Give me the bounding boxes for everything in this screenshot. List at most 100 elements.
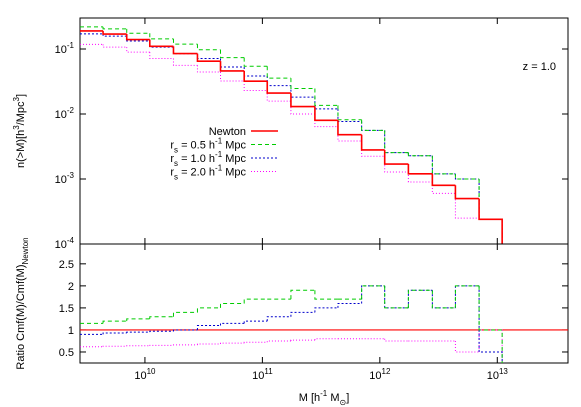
step-segment [431, 181, 456, 194]
text-part: Mpc [222, 140, 246, 152]
step-segment [172, 47, 198, 55]
step-segment [149, 52, 174, 59]
step-segment [454, 173, 480, 180]
text-part: -3 [67, 171, 75, 180]
step-segment [454, 185, 480, 200]
text-part: 13 [499, 367, 508, 376]
text-part: Mpc [222, 167, 246, 179]
y-tick-label: 2.5 [59, 259, 74, 271]
step-segment [431, 155, 456, 175]
step-segment [361, 285, 385, 300]
text-part: s [174, 146, 178, 155]
text-part: 10 [147, 367, 156, 376]
step-segment [172, 311, 198, 317]
text-part: /Mpc [15, 101, 27, 125]
step-segment [220, 342, 245, 345]
step-segment [290, 78, 315, 89]
step-segment [478, 198, 503, 244]
step-segment [431, 290, 456, 309]
text-part: -1 [320, 389, 328, 398]
text-part: 10 [55, 109, 67, 121]
step-segment [243, 80, 268, 91]
text-part: Ratio Cmf(M)/Cmf(M) [15, 265, 27, 370]
y-tick-label: 1 [68, 325, 74, 337]
step-segment [196, 53, 221, 59]
text-part: Mpc [222, 153, 246, 165]
step-segment [219, 61, 245, 72]
step-segment [290, 339, 315, 341]
plot-frame [79, 243, 569, 364]
legend-label: rs = 1.0 h-1 Mpc [170, 150, 246, 168]
step-segment [360, 134, 385, 151]
text-part: 11 [264, 367, 273, 376]
step-segment [149, 330, 174, 333]
step-segment [478, 179, 503, 244]
text-part: s [174, 173, 178, 182]
text-part: M [327, 392, 339, 404]
step-segment [196, 307, 221, 313]
step-segment [220, 303, 245, 308]
step-segment [243, 57, 268, 67]
step-segment [266, 76, 291, 87]
step-segment [102, 30, 127, 35]
step-segment [172, 329, 198, 332]
annotation: z = 1.0 [523, 61, 556, 73]
step-segment [384, 156, 409, 173]
step-segment [290, 93, 315, 108]
step-segment [454, 173, 480, 180]
text-part: 12 [382, 367, 391, 376]
text-part: -1 [67, 41, 75, 50]
step-segment [266, 340, 291, 343]
step-segment [337, 120, 362, 136]
step-segment [478, 285, 503, 363]
step-segment [266, 316, 291, 322]
step-segment [266, 66, 291, 79]
step-segment [102, 44, 127, 48]
step-segment [314, 290, 338, 300]
step-segment [337, 105, 362, 121]
step-segment [431, 155, 456, 175]
text-part: = 0.5 h [178, 140, 215, 152]
text-part: r [170, 167, 174, 179]
text-part: 3 [12, 97, 21, 102]
step-segment [126, 47, 150, 53]
step-segment [196, 343, 221, 345]
step-segment [148, 39, 174, 48]
step-segment [266, 81, 291, 94]
text-part: 10 [134, 370, 146, 382]
text-part: -4 [67, 236, 75, 245]
step-segment [149, 33, 174, 40]
text-part: r [170, 153, 174, 165]
text-part: M [h [299, 392, 320, 404]
text-part: s [174, 159, 178, 168]
y-tick-label: 10-4 [55, 236, 75, 251]
step-segment [220, 72, 245, 82]
legend-label: rs = 2.0 h-1 Mpc [170, 164, 246, 182]
step-segment [454, 285, 480, 308]
text-part: Newton [21, 237, 30, 264]
step-segment [314, 97, 338, 110]
step-segment [478, 179, 503, 244]
step-segment [407, 289, 433, 308]
step-segment [407, 289, 433, 308]
text-part: -1 [215, 150, 223, 159]
step-segment [407, 152, 433, 157]
text-part: ⊙ [340, 398, 347, 407]
step-segment [149, 316, 174, 319]
step-segment [478, 218, 503, 244]
step-segment [361, 285, 385, 304]
text-part: -1 [215, 164, 223, 173]
step-segment [384, 130, 409, 154]
step-segment [454, 285, 480, 308]
step-segment [314, 88, 338, 106]
x-tick-label: 1010 [134, 367, 156, 382]
text-part: -1 [215, 137, 223, 146]
text-part: 10 [252, 370, 264, 382]
step-segment [126, 318, 150, 322]
x-tick-label: 1013 [487, 367, 509, 382]
step-segment [220, 58, 245, 68]
step-segment [407, 164, 433, 175]
step-segment [266, 90, 291, 102]
step-segment [314, 338, 338, 341]
step-segment [478, 329, 503, 363]
